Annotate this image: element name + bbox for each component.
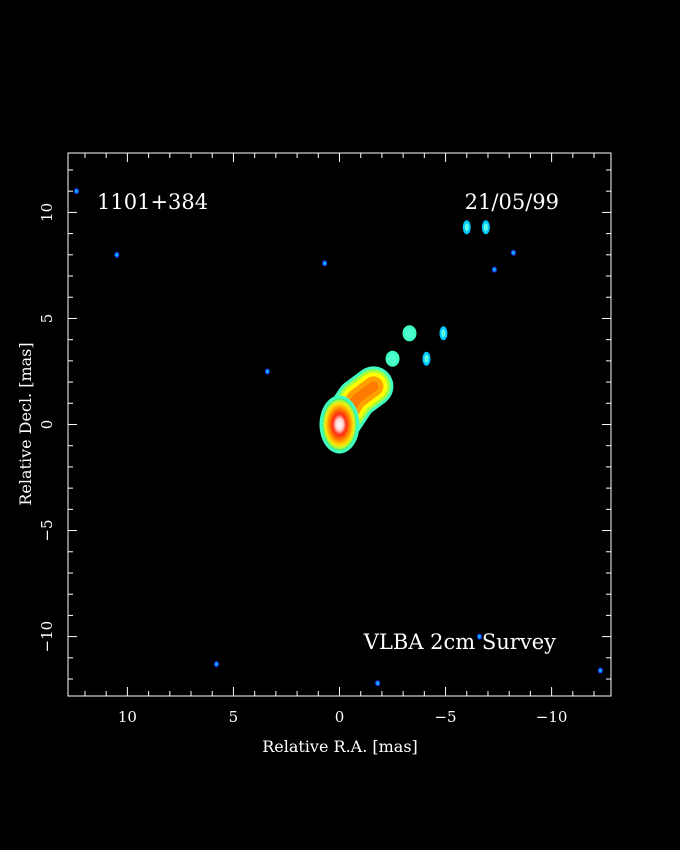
y-tick-label: 10 xyxy=(38,203,56,222)
axis-ticks xyxy=(68,153,611,696)
jet-component-inner xyxy=(441,329,446,338)
jet-component-inner xyxy=(405,328,414,339)
noise-spot-inner xyxy=(599,668,602,673)
y-axis-label: Relative Decl. [mas] xyxy=(16,342,35,505)
y-tick-label: −10 xyxy=(38,621,56,653)
y-tick-label: 5 xyxy=(38,314,56,324)
jet-component-inner xyxy=(483,223,488,232)
y-tick-label: 0 xyxy=(38,420,56,430)
x-axis-label: Relative R.A. [mas] xyxy=(262,737,418,756)
noise-spot-inner xyxy=(266,369,269,374)
source-name-label: 1101+384 xyxy=(97,190,208,214)
noise-spot-inner xyxy=(493,268,496,272)
noise-spot-inner xyxy=(323,261,326,265)
noise-spot-inner xyxy=(478,635,481,639)
jet-component-inner xyxy=(424,354,429,363)
axis-tick-labels: 10 5 0 −5 −10 10 5 0 −5 −10 xyxy=(38,203,567,726)
noise-spot-inner xyxy=(376,681,379,685)
x-tick-label: 0 xyxy=(335,708,345,726)
core-component xyxy=(322,398,357,451)
x-tick-label: 10 xyxy=(118,708,137,726)
noise-spot-inner xyxy=(115,253,118,257)
noise-spot-inner xyxy=(512,251,515,255)
jet-component-inner xyxy=(388,353,397,364)
jet-component-inner xyxy=(464,223,469,232)
x-tick-label: 5 xyxy=(229,708,239,726)
noise-spot-inner xyxy=(215,662,218,666)
x-tick-label: −5 xyxy=(434,708,456,726)
emission-layer xyxy=(73,188,603,687)
survey-label: VLBA 2cm Survey xyxy=(363,630,556,654)
observation-date-label: 21/05/99 xyxy=(465,190,559,214)
y-tick-label: −5 xyxy=(38,519,56,541)
noise-spot-inner xyxy=(75,189,78,193)
x-tick-label: −10 xyxy=(536,708,568,726)
